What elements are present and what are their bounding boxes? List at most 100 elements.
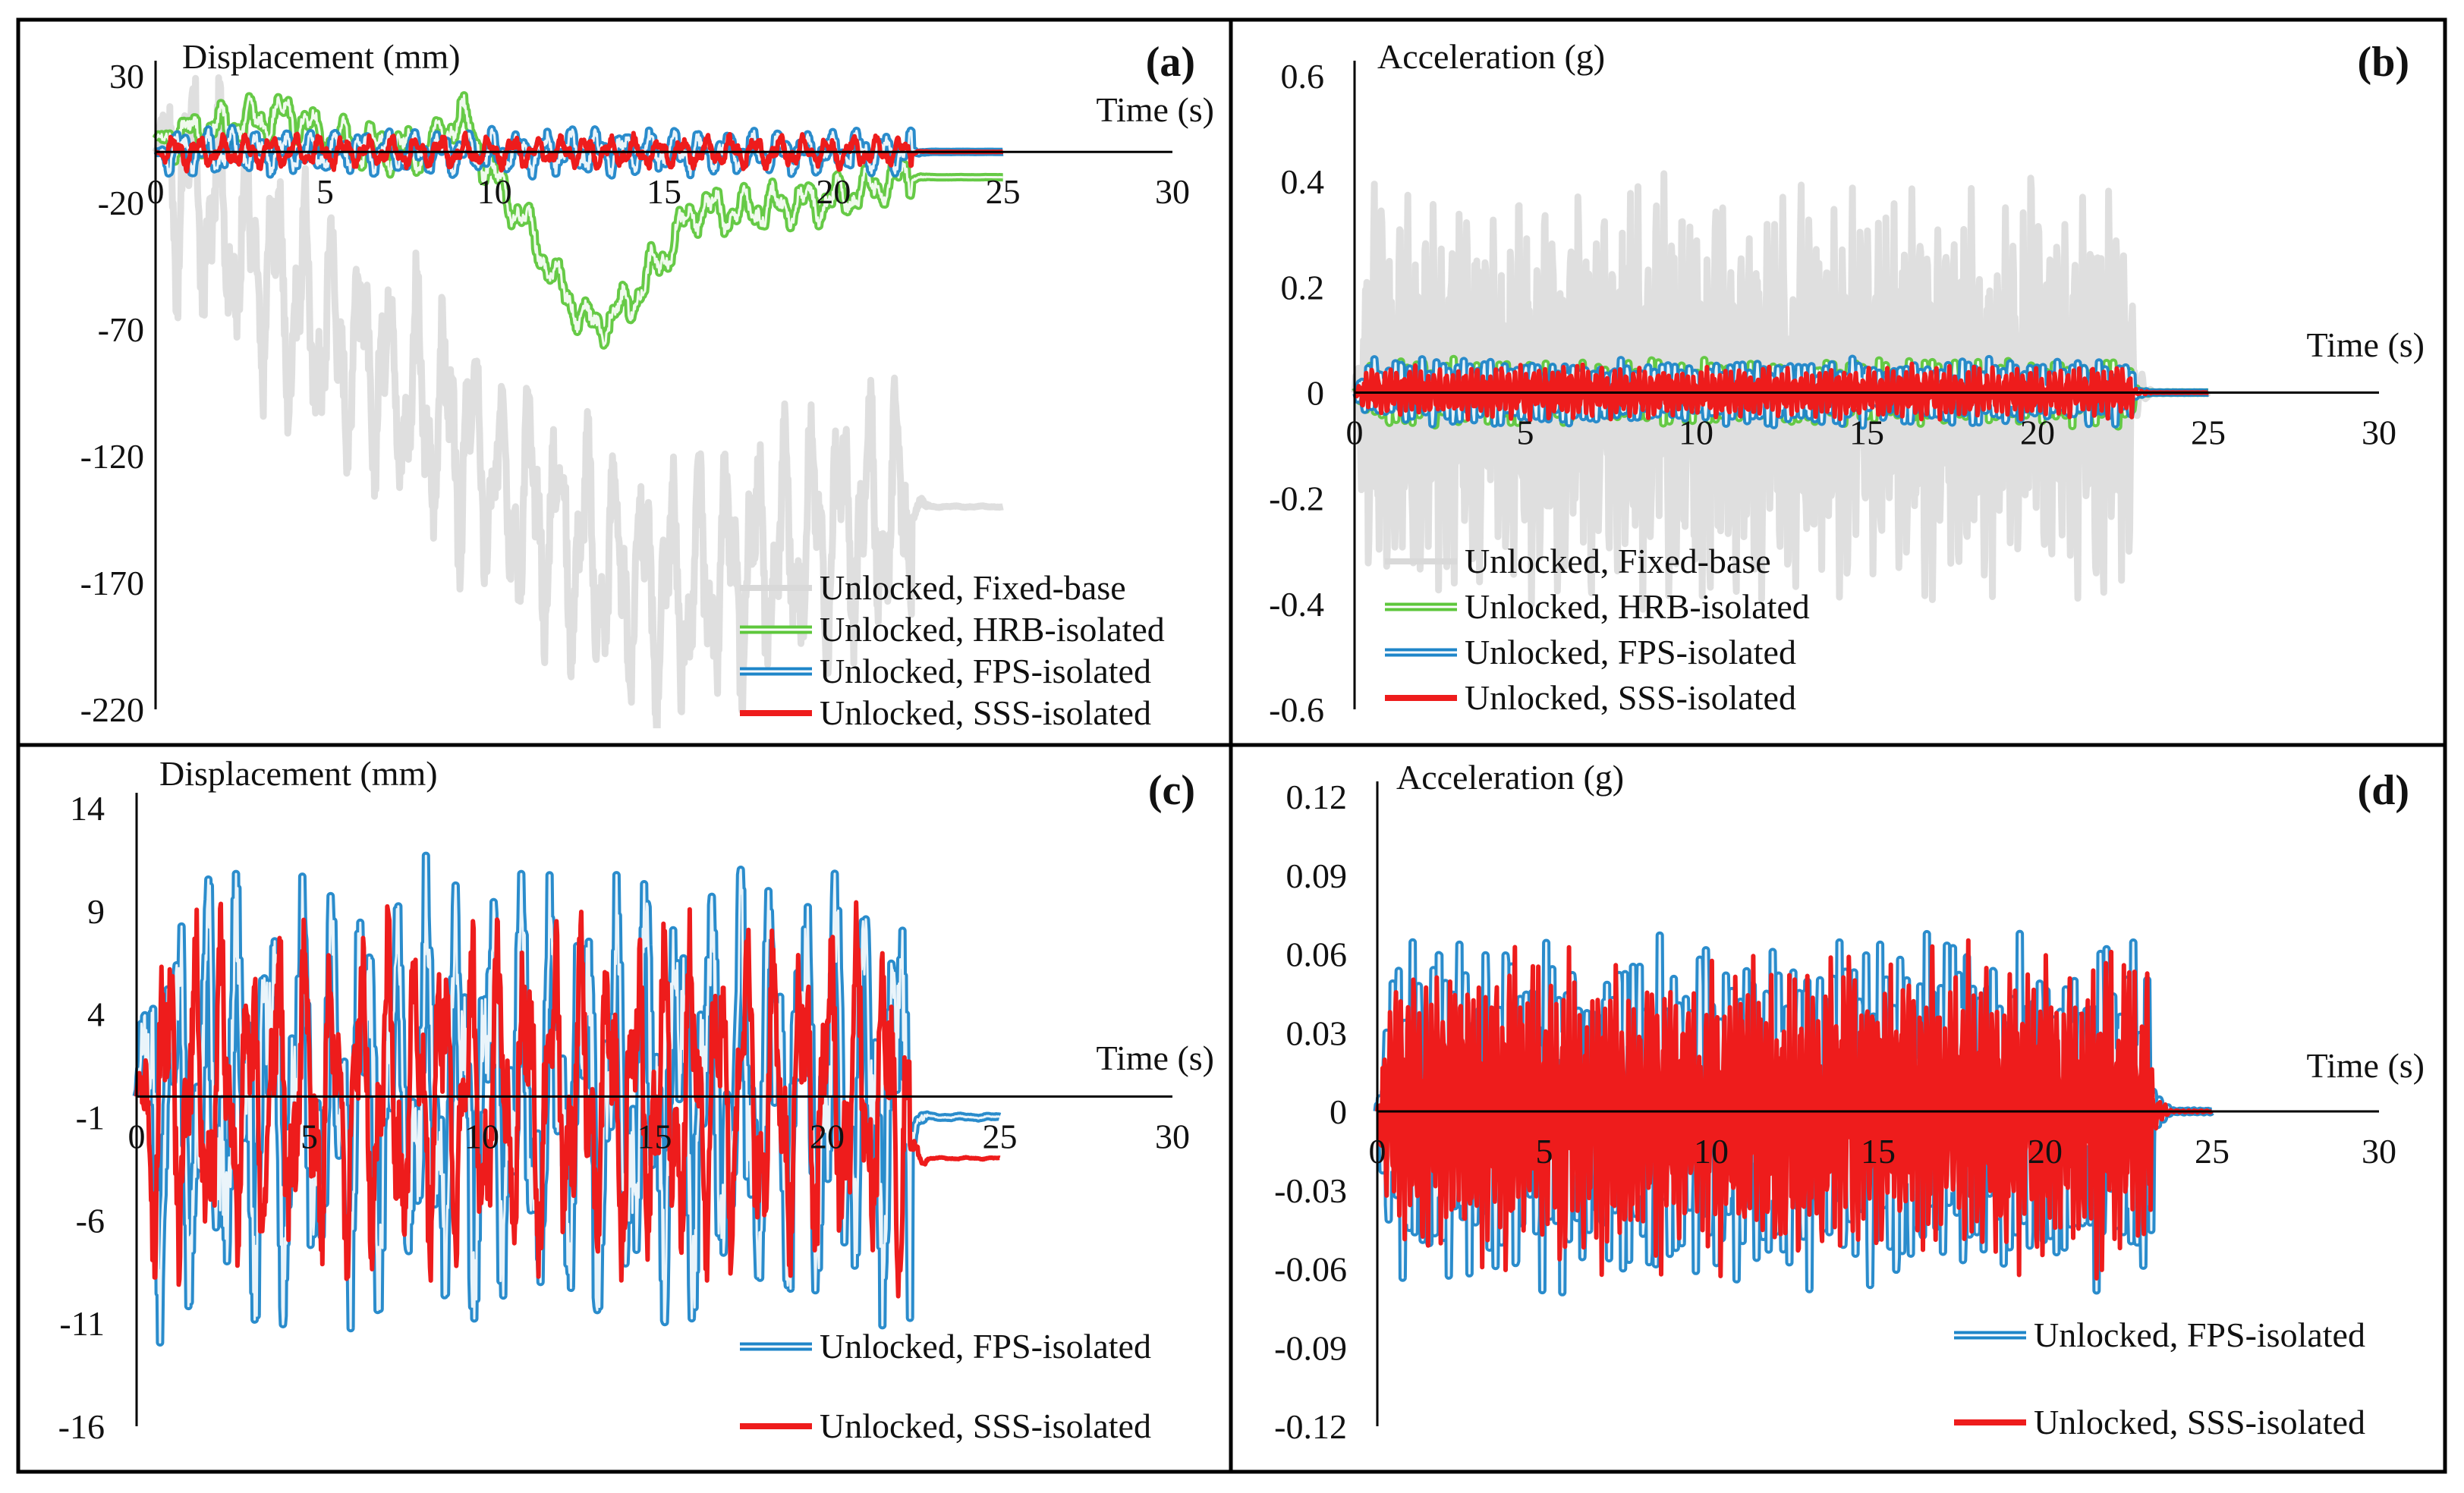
x-tick-label: 25 — [2195, 1132, 2230, 1171]
panel-label: (a) — [1146, 39, 1195, 86]
y-tick-label: -6 — [76, 1201, 105, 1240]
x-tick-label: 15 — [647, 172, 681, 211]
y-tick-label: 0.4 — [1281, 162, 1325, 201]
y-tick-label: -70 — [98, 310, 144, 349]
y-tick-label: 0.03 — [1286, 1014, 1348, 1052]
x-tick-label: 5 — [316, 172, 334, 211]
x-tick-label: 20 — [810, 1117, 845, 1155]
y-tick-label: 4 — [87, 995, 105, 1034]
y-axis-title: Displacement (mm) — [159, 754, 438, 793]
legend-label: Unlocked, Fixed-base — [1465, 542, 1771, 580]
y-tick-label: 14 — [70, 789, 105, 828]
x-tick-label: 25 — [986, 172, 1021, 211]
x-tick-label: 30 — [2362, 1132, 2396, 1171]
legend-label: Unlocked, SSS-isolated — [820, 1407, 1151, 1445]
y-tick-label: -16 — [58, 1407, 105, 1446]
y-tick-label: 9 — [87, 892, 105, 931]
x-tick-label: 25 — [983, 1117, 1018, 1155]
legend: Unlocked, Fixed-base Unlocked, HRB-isolat… — [1385, 542, 1810, 717]
x-tick-label: 10 — [1694, 1132, 1729, 1171]
x-tick-label: 15 — [637, 1117, 672, 1155]
series-line — [134, 900, 1002, 1299]
legend-label: Unlocked, Fixed-base — [820, 568, 1126, 607]
legend: Unlocked, FPS-isolated Unlocked, SSS-isol… — [740, 1327, 1151, 1445]
y-tick-label: -170 — [80, 564, 144, 602]
x-tick-label: 5 — [301, 1117, 318, 1155]
y-tick-label: 0.2 — [1281, 268, 1325, 306]
legend-label: Unlocked, FPS-isolated — [820, 1327, 1151, 1366]
y-tick-label: -0.03 — [1274, 1171, 1347, 1210]
y-tick-label: -0.2 — [1269, 479, 1324, 518]
x-tick-label: 5 — [1517, 413, 1534, 452]
y-axis-title: Acceleration (g) — [1396, 758, 1624, 797]
x-axis-title: Time (s) — [2307, 325, 2425, 364]
legend-label: Unlocked, FPS-isolated — [820, 652, 1151, 690]
x-tick-label: 10 — [1679, 413, 1713, 452]
y-tick-label: 0 — [1330, 1092, 1347, 1131]
x-tick-label: 30 — [2362, 413, 2396, 452]
x-tick-label: 30 — [1155, 1117, 1190, 1155]
y-tick-label: 0.06 — [1286, 935, 1348, 974]
x-tick-label: 0 — [147, 172, 165, 211]
y-tick-label: 0.6 — [1281, 57, 1325, 96]
y-tick-label: 0.09 — [1286, 857, 1348, 895]
legend-label: Unlocked, FPS-isolated — [1465, 633, 1796, 671]
legend-label: Unlocked, SSS-isolated — [1465, 678, 1796, 717]
x-tick-label: 20 — [816, 172, 851, 211]
x-tick-label: 0 — [128, 1117, 146, 1155]
y-tick-label: 30 — [109, 57, 144, 96]
x-tick-label: 10 — [464, 1117, 499, 1155]
x-tick-label: 15 — [1849, 413, 1884, 452]
x-axis-title: Time (s) — [2307, 1046, 2425, 1085]
legend-label: Unlocked, FPS-isolated — [2034, 1315, 2365, 1354]
y-axis-title: Displacement (mm) — [182, 37, 461, 76]
plot-area — [1351, 170, 2212, 613]
series-line — [1352, 361, 2211, 423]
x-tick-label: 0 — [1346, 413, 1364, 452]
x-tick-label: 10 — [477, 172, 512, 211]
series-line — [153, 130, 1005, 174]
chart-panel-1: 30 -20 -70 -120 -170 -220 0 5 10 15 20 25 30 Displace… — [16, 17, 1233, 747]
y-tick-label: -0.09 — [1274, 1328, 1347, 1367]
x-tick-label: 20 — [2020, 413, 2055, 452]
x-tick-label: 0 — [1369, 1132, 1386, 1171]
y-tick-label: 0 — [1307, 374, 1324, 413]
y-tick-label: 0.12 — [1286, 778, 1348, 816]
legend: Unlocked, FPS-isolated Unlocked, SSS-isol… — [1954, 1315, 2365, 1441]
panel-frame — [1229, 743, 2447, 1474]
y-tick-label: -0.06 — [1274, 1250, 1347, 1289]
y-tick-label: -20 — [98, 184, 144, 222]
chart-panel-4: 0.12 0.09 0.06 0.03 0 -0.03 -0.06 -0.09 -0.12 0 5 1… — [1229, 743, 2447, 1474]
y-axis-title: Acceleration (g) — [1377, 37, 1605, 76]
series-line — [1375, 938, 2214, 1281]
x-axis-title: Time (s) — [1097, 90, 1215, 129]
y-tick-label: -120 — [80, 437, 144, 476]
legend-label: Unlocked, HRB-isolated — [820, 610, 1165, 649]
x-axis-title: Time (s) — [1097, 1039, 1215, 1077]
series-line-highlight — [135, 854, 1001, 1344]
chart-panel-3: 14 9 4 -1 -6 -11 -16 0 5 10 15 20 25 30 Displacement (… — [16, 743, 1233, 1474]
chart-panel-2: 0.6 0.4 0.2 0 -0.2 -0.4 -0.6 0 5 10 15 20 25 30 Accele… — [1229, 17, 2447, 747]
x-tick-label: 15 — [1861, 1132, 1896, 1171]
panel-label: (d) — [2358, 767, 2409, 814]
x-tick-label: 5 — [1536, 1132, 1553, 1171]
plot-area — [132, 851, 1004, 1347]
y-tick-label: -0.6 — [1269, 690, 1324, 729]
plot-area — [152, 74, 1007, 728]
panel-label: (c) — [1148, 767, 1195, 814]
y-tick-label: -0.4 — [1269, 585, 1324, 624]
series-line — [152, 74, 1006, 728]
y-tick-label: -0.12 — [1274, 1407, 1347, 1446]
legend-label: Unlocked, SSS-isolated — [820, 693, 1151, 732]
x-tick-label: 25 — [2191, 413, 2226, 452]
x-tick-label: 20 — [2028, 1132, 2063, 1171]
panel-label: (b) — [2358, 39, 2409, 86]
plot-area — [1373, 929, 2216, 1297]
legend-label: Unlocked, HRB-isolated — [1465, 587, 1810, 626]
y-tick-label: -11 — [59, 1304, 105, 1343]
y-tick-label: -1 — [76, 1099, 105, 1137]
y-tick-label: -220 — [80, 690, 144, 729]
legend-label: Unlocked, SSS-isolated — [2034, 1403, 2365, 1441]
